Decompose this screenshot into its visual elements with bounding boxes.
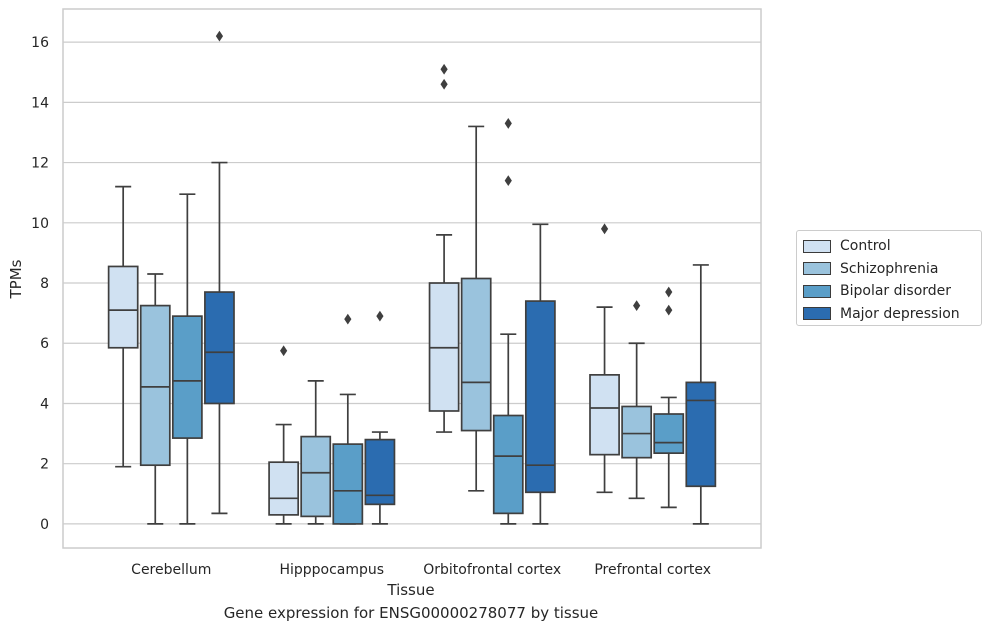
x-tick-label: Hipppocampus bbox=[279, 562, 384, 578]
chart-caption: Gene expression for ENSG00000278077 by t… bbox=[223, 604, 599, 622]
y-tick-label: 2 bbox=[40, 457, 49, 473]
legend: Control Schizophrenia Bipolar disorder Majo… bbox=[796, 230, 982, 326]
legend-swatch bbox=[803, 307, 831, 321]
y-tick-labels: 0 2 4 6 8 10 12 14 16 bbox=[31, 35, 49, 533]
legend-item: Schizophrenia bbox=[803, 258, 975, 281]
outlier-point bbox=[376, 310, 384, 322]
box-0-1 bbox=[139, 273, 171, 525]
box-body bbox=[653, 413, 685, 454]
box-body bbox=[139, 304, 171, 467]
box-body bbox=[332, 443, 364, 525]
legend-swatch bbox=[803, 284, 831, 298]
legend-label: Major depression bbox=[840, 305, 960, 322]
outlier-point bbox=[504, 175, 512, 187]
outlier-point bbox=[665, 304, 673, 316]
box-0-0 bbox=[107, 185, 139, 468]
box-body bbox=[589, 374, 620, 456]
box-1-2 bbox=[332, 313, 364, 525]
box-body bbox=[107, 265, 139, 349]
box-body bbox=[171, 315, 203, 439]
y-tick-label: 12 bbox=[31, 156, 49, 172]
box-body bbox=[460, 277, 492, 432]
outlier-point bbox=[440, 63, 448, 75]
box-2-1 bbox=[460, 125, 492, 492]
box-1-0 bbox=[268, 345, 300, 525]
outlier-point bbox=[344, 313, 352, 325]
y-tick-label: 8 bbox=[40, 276, 49, 292]
box-1-3 bbox=[364, 310, 396, 525]
box-body bbox=[300, 435, 332, 518]
x-tick-label: Cerebellum bbox=[131, 562, 211, 578]
box-1-1 bbox=[300, 380, 332, 525]
outlier-point bbox=[665, 286, 673, 298]
plot-boxes bbox=[107, 30, 717, 525]
x-axis-label: Tissue bbox=[386, 581, 434, 599]
box-body bbox=[364, 438, 396, 506]
box-body bbox=[268, 461, 300, 516]
legend-label: Control bbox=[840, 238, 891, 255]
box-2-2 bbox=[492, 118, 524, 525]
outlier-point bbox=[215, 30, 224, 42]
box-body bbox=[524, 300, 556, 494]
box-body bbox=[685, 381, 717, 488]
x-tick-label: Prefrontal cortex bbox=[594, 562, 711, 578]
y-tick-label: 16 bbox=[31, 35, 49, 51]
legend-swatch bbox=[803, 239, 831, 253]
y-tick-label: 4 bbox=[40, 396, 49, 412]
x-tick-label: Orbitofrontal cortex bbox=[423, 562, 561, 578]
legend-item: Bipolar disorder bbox=[803, 280, 975, 303]
box-3-2 bbox=[653, 286, 685, 509]
legend-label: Schizophrenia bbox=[840, 260, 939, 277]
box-0-2 bbox=[171, 193, 203, 525]
outlier-point bbox=[504, 118, 512, 129]
plot-frame bbox=[62, 8, 762, 549]
box-body bbox=[204, 291, 235, 405]
box-3-3 bbox=[685, 264, 717, 525]
legend-label: Bipolar disorder bbox=[840, 283, 952, 300]
y-tick-label: 0 bbox=[40, 517, 49, 533]
outlier-point bbox=[633, 300, 641, 312]
legend-item: Control bbox=[803, 235, 975, 258]
box-3-1 bbox=[621, 300, 653, 500]
box-2-3 bbox=[524, 223, 556, 525]
outlier-point bbox=[280, 345, 288, 357]
box-0-3 bbox=[204, 30, 235, 515]
outlier-point bbox=[440, 78, 448, 90]
box-body bbox=[621, 405, 653, 459]
box-3-0 bbox=[589, 223, 620, 494]
y-tick-label: 10 bbox=[31, 216, 49, 232]
box-body bbox=[492, 414, 524, 515]
y-tick-label: 14 bbox=[31, 95, 49, 111]
legend-swatch bbox=[803, 262, 831, 276]
y-tick-label: 6 bbox=[40, 336, 49, 352]
box-2-0 bbox=[428, 63, 460, 433]
x-tick-labels: Cerebellum Hipppocampus Orbitofrontal cort… bbox=[131, 562, 711, 578]
outlier-point bbox=[600, 223, 609, 235]
legend-item: Major depression bbox=[803, 303, 975, 326]
y-axis-label: TPMs bbox=[7, 259, 25, 299]
